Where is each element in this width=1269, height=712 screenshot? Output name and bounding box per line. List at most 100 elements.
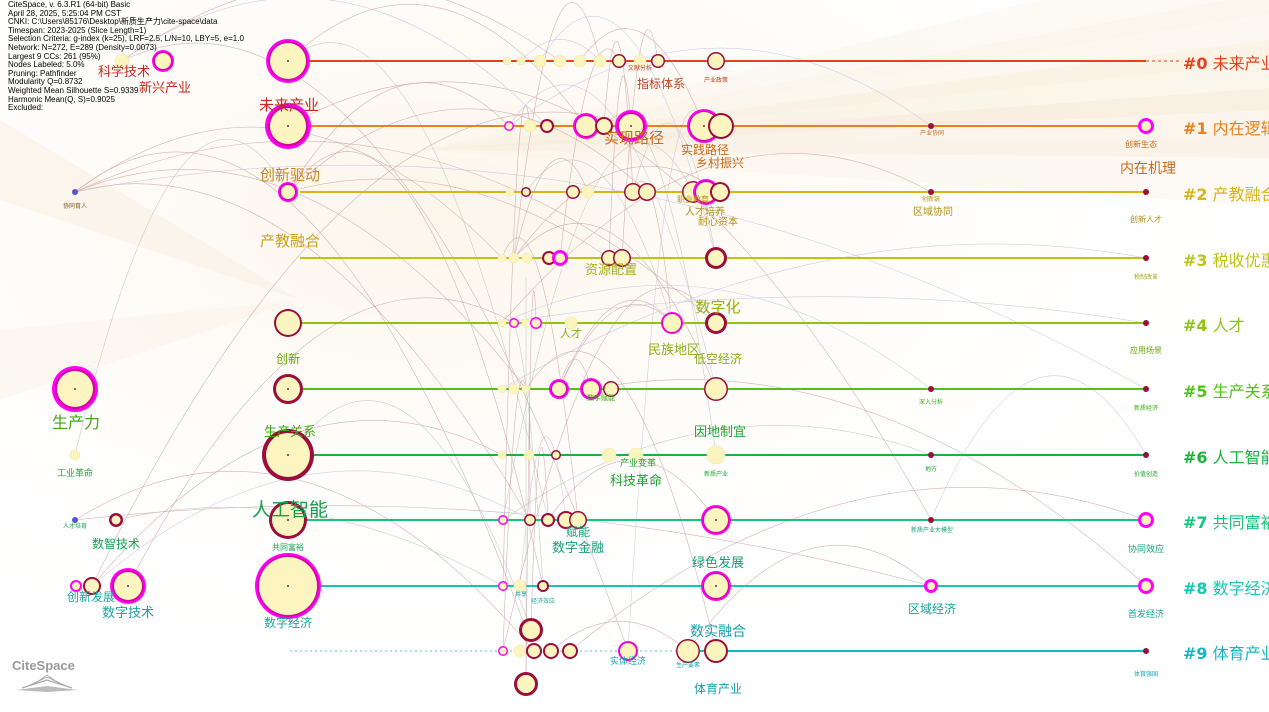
keyword-node[interactable] [1138,578,1154,594]
keyword-node[interactable] [543,643,559,659]
keyword-label[interactable]: 人才培养 [685,207,725,218]
keyword-node[interactable] [519,618,543,642]
keyword-node[interactable] [573,54,587,68]
keyword-node[interactable] [707,52,725,70]
keyword-node[interactable] [573,113,599,139]
keyword-node[interactable] [521,187,531,197]
keyword-node[interactable] [72,517,78,523]
keyword-node[interactable] [504,121,514,131]
keyword-label[interactable]: 共同富裕 [272,543,304,553]
keyword-label[interactable]: 生产力 [51,412,101,432]
keyword-node[interactable] [262,429,314,481]
keyword-label[interactable]: 实现路径 [603,129,665,147]
keyword-node[interactable] [601,447,617,463]
keyword-label[interactable]: 数字技术 [101,606,155,622]
keyword-label[interactable]: 创新发展 [66,589,116,604]
keyword-label[interactable]: 新兴产业 [138,81,192,97]
keyword-label[interactable]: 税制改革 [1133,273,1159,281]
keyword-label[interactable]: 资源配置 [584,263,638,279]
keyword-label[interactable]: 产业协同 [919,129,945,137]
keyword-node[interactable] [1143,189,1149,195]
keyword-label[interactable]: 体育产业 [693,681,743,696]
cluster-label[interactable]: #2 产教融合 [1183,181,1269,205]
keyword-node[interactable] [562,643,578,659]
keyword-label[interactable]: 数字金融 [551,541,605,557]
cluster-label[interactable]: #7 共同富裕 [1183,509,1269,533]
keyword-node[interactable] [624,183,642,201]
keyword-node[interactable] [593,54,607,68]
keyword-node[interactable] [701,571,731,601]
keyword-node[interactable] [633,54,647,68]
keyword-node[interactable] [612,54,626,68]
keyword-node[interactable] [549,379,569,399]
keyword-node[interactable] [601,250,617,266]
keyword-node[interactable] [69,449,81,461]
keyword-node[interactable] [70,580,82,592]
keyword-node[interactable] [701,505,731,535]
keyword-node[interactable] [676,639,700,663]
keyword-node[interactable] [638,183,656,201]
keyword-node[interactable] [704,377,728,401]
keyword-node[interactable] [541,513,555,527]
keyword-label[interactable]: 数字经济 [263,615,313,630]
keyword-node[interactable] [497,318,507,328]
keyword-label[interactable]: 创新 [275,351,301,366]
keyword-node[interactable] [551,450,561,460]
keyword-node[interactable] [710,182,730,202]
keyword-node[interactable] [708,113,734,139]
cluster-label[interactable]: #1 内在逻辑 [1183,115,1269,139]
keyword-node[interactable] [255,553,321,619]
keyword-label[interactable]: 赋能 [565,524,591,539]
keyword-node[interactable] [521,318,531,328]
keyword-label[interactable]: 经济效应 [530,597,556,605]
keyword-label[interactable]: 人才 [560,326,582,340]
keyword-node[interactable] [497,450,507,460]
keyword-node[interactable] [514,672,538,696]
keyword-node[interactable] [508,252,520,264]
keyword-label[interactable]: 创新驱动 [259,166,321,184]
keyword-label[interactable]: 科学技术 [97,65,151,81]
keyword-node[interactable] [109,513,123,527]
keyword-label[interactable]: 文献分析 [627,64,653,72]
keyword-node[interactable] [274,309,302,337]
keyword-label[interactable]: 内在机理 [1120,161,1176,178]
keyword-node[interactable] [505,187,515,197]
keyword-node[interactable] [265,103,311,149]
keyword-node[interactable] [498,581,508,591]
keyword-label[interactable]: 深入分析 [918,398,944,406]
keyword-node[interactable] [924,579,938,593]
keyword-node[interactable] [1138,118,1154,134]
keyword-node[interactable] [618,641,638,661]
keyword-node[interactable] [498,646,508,656]
cluster-label[interactable]: #9 体育产业 [1183,640,1269,664]
keyword-label[interactable]: 实体经济 [609,657,647,668]
keyword-node[interactable] [521,384,531,394]
keyword-node[interactable] [526,643,542,659]
cluster-label[interactable]: #6 人工智能 [1183,444,1269,468]
keyword-label[interactable]: 职业教育 [677,195,709,205]
keyword-node[interactable] [928,123,934,129]
keyword-node[interactable] [497,384,507,394]
keyword-label[interactable]: 人才培育 [62,522,88,530]
keyword-label[interactable]: 数智技术 [91,536,141,551]
keyword-node[interactable] [523,449,535,461]
keyword-label[interactable]: 指标体系 [636,76,686,91]
keyword-label[interactable]: 产业政策 [703,76,729,84]
cluster-label[interactable]: #5 生产关系 [1183,378,1269,402]
keyword-label[interactable]: 工业革命 [56,469,94,480]
keyword-label[interactable]: 科技革命 [609,474,663,490]
keyword-node[interactable] [278,182,298,202]
keyword-node[interactable] [497,253,507,263]
keyword-node[interactable] [542,251,556,265]
keyword-label[interactable]: 乡村振兴 [695,155,745,170]
cluster-label[interactable]: #8 数字经济 [1183,575,1269,599]
keyword-label[interactable]: 新质经济 [1133,404,1159,412]
keyword-label[interactable]: 首发经济 [1127,610,1165,621]
keyword-node[interactable] [533,54,547,68]
keyword-node[interactable] [1143,386,1149,392]
keyword-label[interactable]: 民族地区 [647,343,701,359]
cluster-label[interactable]: #3 税收优惠 [1183,247,1269,271]
keyword-label[interactable]: 耐心资本 [698,217,738,228]
keyword-node[interactable] [928,189,934,195]
keyword-node[interactable] [516,56,526,66]
